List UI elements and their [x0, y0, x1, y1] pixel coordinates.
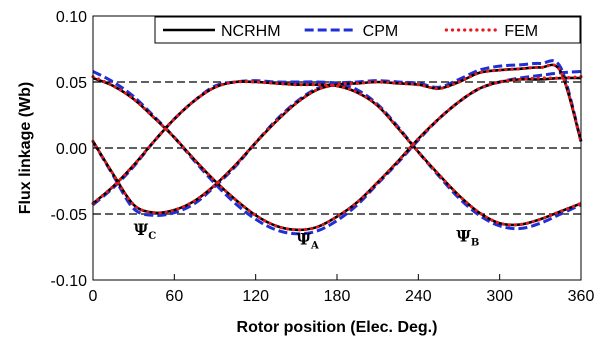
series-fem-phase-b: [91, 79, 583, 227]
series-fem-phase-c: [91, 63, 583, 215]
y-tick-label-0: -0.10: [51, 273, 88, 290]
legend-label-fem: FEM: [504, 23, 538, 40]
phase-label-c: ΨC: [134, 220, 157, 242]
y-tick-label-1: -0.05: [51, 207, 88, 224]
series-fem-phase-a: [91, 75, 583, 232]
phase-label-symbol: Ψ: [456, 227, 471, 246]
y-tick-label-3: 0.05: [56, 75, 87, 92]
legend-box: [154, 16, 581, 44]
phase-label-b: ΨB: [456, 227, 479, 249]
x-tick-label-0: 0: [89, 288, 98, 305]
x-tick-label-4: 240: [405, 288, 432, 305]
y-axis-title: Flux linkage (Wb): [17, 82, 34, 214]
phase-label-subscript: A: [310, 240, 319, 251]
tick-labels: -0.10 -0.05 0.00 0.05 0.10 0 60 120 180 240 300 360: [51, 9, 595, 305]
phase-label-subscript: B: [471, 238, 479, 249]
tick-marks: [92, 15, 582, 281]
y-tick-label-2: 0.00: [56, 141, 87, 158]
x-tick-label-1: 60: [165, 288, 183, 305]
legend-label-cpm: CPM: [363, 23, 399, 40]
series-lines: [91, 59, 583, 236]
x-tick-label-2: 120: [242, 288, 269, 305]
x-axis-title: Rotor position (Elec. Deg.): [237, 319, 438, 336]
x-tick-label-3: 180: [324, 288, 351, 305]
x-tick-label-6: 360: [568, 288, 595, 305]
phase-label-symbol: Ψ: [134, 220, 149, 239]
y-tick-label-4: 0.10: [56, 9, 87, 26]
series-cpm-phase-c: [91, 59, 583, 217]
x-tick-label-5: 300: [486, 288, 513, 305]
phase-label-symbol: Ψ: [296, 229, 311, 248]
phase-label-subscript: C: [148, 231, 156, 242]
phase-label-a: ΨA: [296, 229, 319, 251]
legend: NCRHM CPM FEM: [154, 16, 581, 44]
legend-label-ncrhm: NCRHM: [221, 23, 281, 40]
